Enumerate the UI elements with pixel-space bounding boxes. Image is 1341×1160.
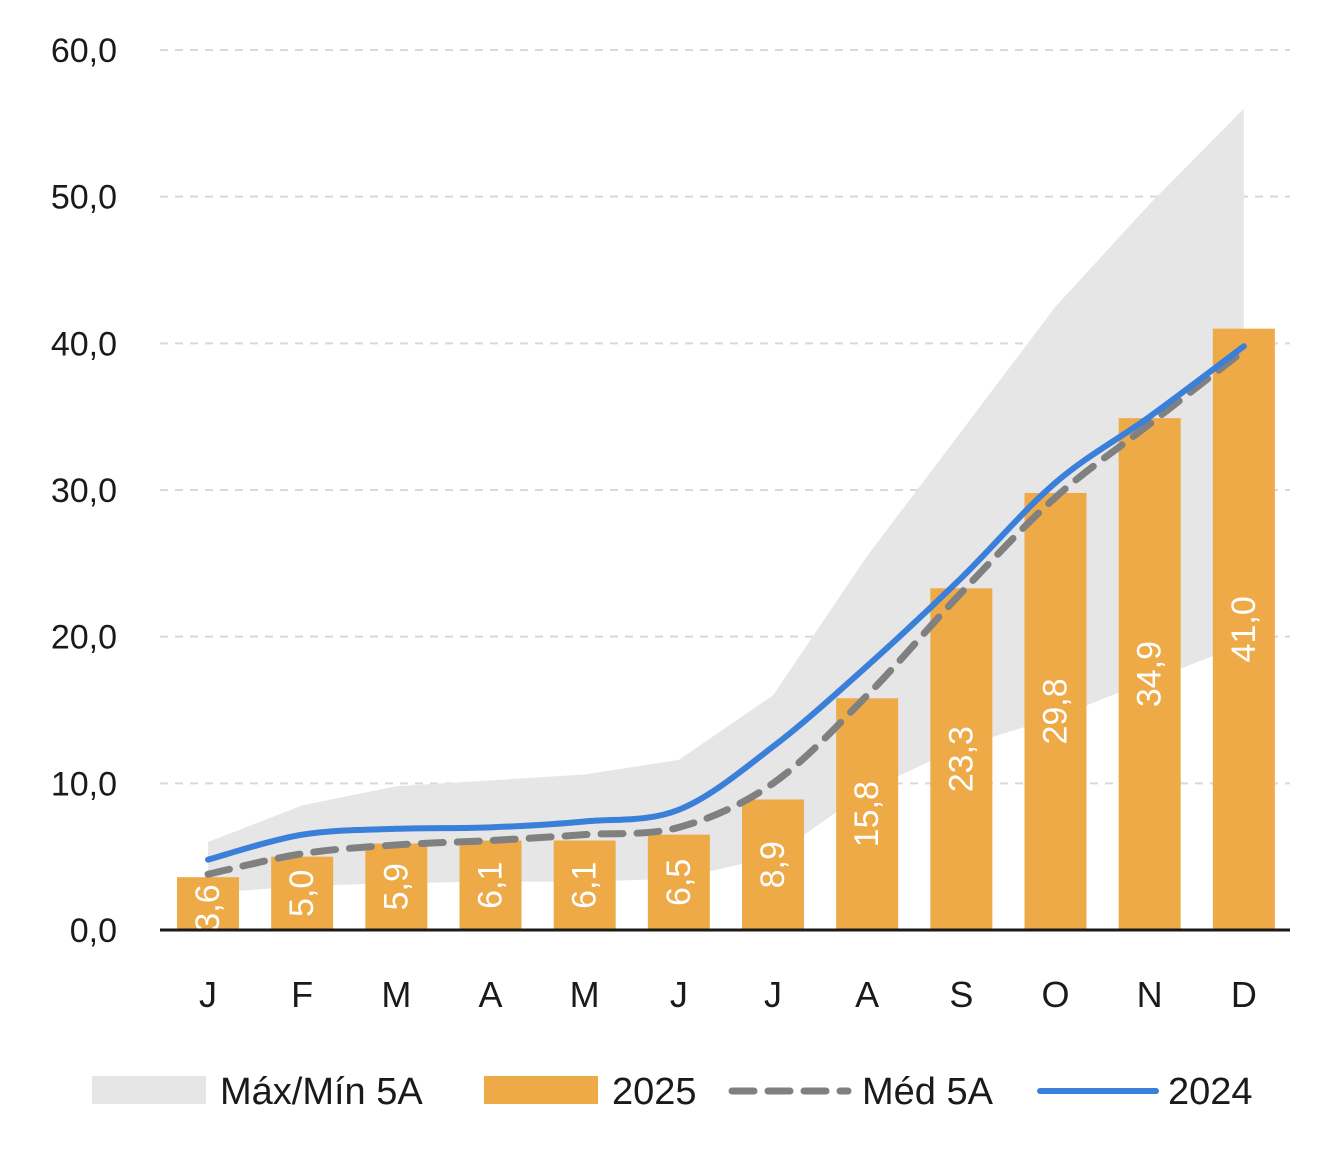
bar-data-label: 6,1 <box>566 862 604 909</box>
bar <box>1212 328 1275 931</box>
bar <box>930 588 993 930</box>
line-2024 <box>205 343 1247 863</box>
bar <box>459 840 522 930</box>
median-5a-line <box>204 347 1248 878</box>
y-tick-label: 40,0 <box>51 325 117 363</box>
x-category-label: N <box>1137 974 1163 1015</box>
bar-data-label: 5,9 <box>377 863 415 910</box>
bar-data-label: 34,9 <box>1131 641 1169 707</box>
x-category-label: M <box>381 974 411 1015</box>
x-category-label: J <box>670 974 688 1015</box>
bar <box>553 840 616 930</box>
bar-data-label: 23,3 <box>942 726 980 792</box>
bar <box>647 834 710 930</box>
bar <box>271 856 334 930</box>
axes: 0,0 10,0 20,0 30,0 40,0 50,0 60,0 J F M A M J J A S O N D <box>51 32 1290 1015</box>
bar-data-label: 15,8 <box>848 781 886 847</box>
median-line <box>204 347 1248 878</box>
legend-label-band: Máx/Mín 5A <box>220 1071 423 1113</box>
bar <box>836 698 899 930</box>
x-category-label: J <box>199 974 217 1015</box>
legend-swatch-band <box>92 1076 206 1104</box>
legend-label-line: 2024 <box>1168 1071 1253 1113</box>
bars-2025: 3,6 5,0 5,9 6,1 6,1 6,5 8,9 15,8 23,3 29,8 34,9 41,… <box>177 328 1275 932</box>
max-min-band-area <box>208 108 1244 894</box>
y-tick-label: 0,0 <box>70 912 117 950</box>
legend-swatch-bars <box>484 1076 598 1104</box>
bar-data-label: 3,6 <box>189 884 227 931</box>
bar <box>365 843 428 930</box>
bar <box>177 877 239 930</box>
bar-data-label: 41,0 <box>1225 596 1263 662</box>
bar-data-label: 8,9 <box>754 841 792 888</box>
bar <box>1024 492 1087 930</box>
y-tick-label: 20,0 <box>51 619 117 657</box>
bar-data-label: 6,5 <box>660 859 698 906</box>
x-category-label: J <box>764 974 782 1015</box>
bar-data-label: 6,1 <box>472 862 510 909</box>
x-category-label: A <box>478 974 502 1015</box>
x-category-label: D <box>1231 974 1257 1015</box>
y-tick-label: 60,0 <box>51 32 117 70</box>
y-tick-label: 30,0 <box>51 472 117 510</box>
bar <box>742 799 804 930</box>
legend-label-bars: 2025 <box>612 1071 697 1113</box>
x-category-label: A <box>855 974 879 1015</box>
bar-data-label: 29,8 <box>1037 678 1075 744</box>
y-tick-label: 10,0 <box>51 765 117 803</box>
legend-label-median: Méd 5A <box>862 1071 994 1113</box>
bar-data-label: 5,0 <box>283 870 321 917</box>
x-category-label: M <box>570 974 600 1015</box>
bar <box>1118 418 1181 930</box>
x-category-label: F <box>291 974 313 1015</box>
x-category-label: S <box>949 974 973 1015</box>
line-2024-path <box>205 343 1247 863</box>
max-min-band <box>208 108 1244 894</box>
legend: Máx/Mín 5A 2025 Méd 5A 2024 <box>92 1071 1253 1113</box>
y-tick-label: 50,0 <box>51 179 117 217</box>
x-category-label: O <box>1041 974 1069 1015</box>
